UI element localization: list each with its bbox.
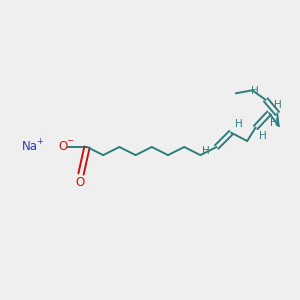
Text: H: H (250, 86, 258, 97)
Text: +: + (36, 137, 43, 146)
Text: H: H (202, 146, 210, 156)
Text: H: H (274, 100, 281, 110)
Text: Na: Na (22, 140, 38, 154)
Text: H: H (259, 131, 267, 141)
Text: O: O (75, 176, 84, 189)
Text: H: H (270, 118, 278, 128)
Text: H: H (235, 119, 242, 129)
Text: O: O (58, 140, 68, 154)
Text: −: − (66, 136, 73, 146)
